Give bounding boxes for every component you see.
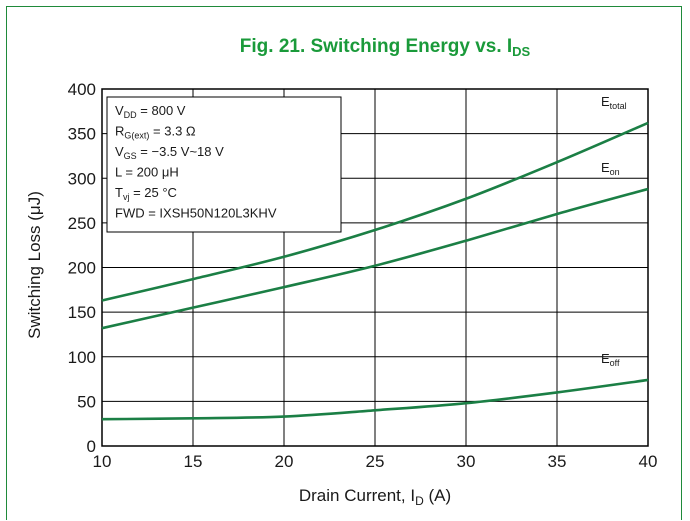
- series-label-off: Eoff: [601, 351, 620, 368]
- x-tick-label: 25: [366, 452, 385, 471]
- series-label-on: Eon: [601, 160, 620, 177]
- y-axis-label: Switching Loss (μJ): [25, 191, 44, 339]
- chart-title: Fig. 21. Switching Energy vs. IDS: [240, 36, 531, 59]
- x-tick-label: 10: [93, 452, 112, 471]
- y-tick-label: 100: [68, 348, 96, 367]
- condition-line: FWD = IXSH50N120L3KHV: [115, 206, 277, 221]
- y-tick-label: 0: [87, 437, 96, 456]
- x-axis-label: Drain Current, ID (A): [299, 486, 451, 508]
- y-tick-label: 150: [68, 303, 96, 322]
- condition-line: Tvj = 25 °C: [115, 185, 177, 202]
- series-label-total: Etotal: [601, 94, 627, 111]
- y-tick-label: 300: [68, 169, 96, 188]
- x-tick-label: 15: [184, 452, 203, 471]
- condition-line: RG(ext) = 3.3 Ω: [115, 124, 196, 141]
- series-line-on: [101, 187, 649, 330]
- curves: [101, 121, 649, 421]
- condition-line: VDD = 800 V: [115, 103, 186, 120]
- x-tick-label: 30: [457, 452, 476, 471]
- x-tick-label: 40: [639, 452, 658, 471]
- figure-frame: [6, 6, 682, 520]
- conditions-box: VDD = 800 V RG(ext) = 3.3 Ω VGS = −3.5 V~1…: [106, 96, 342, 233]
- grid: [101, 88, 649, 447]
- condition-line: L = 200 μH: [115, 165, 179, 180]
- series-line-total: [101, 121, 649, 302]
- x-tick-label: 20: [275, 452, 294, 471]
- y-tick-label: 250: [68, 214, 96, 233]
- y-tick-label: 400: [68, 80, 96, 99]
- plot-border: [101, 88, 649, 447]
- series-line-off: [101, 378, 649, 421]
- series-labels: Etotal Eon Eoff: [601, 94, 627, 368]
- y-tick-label: 50: [77, 392, 96, 411]
- y-tick-label: 350: [68, 125, 96, 144]
- condition-line: VGS = −3.5 V~18 V: [115, 144, 224, 161]
- x-tick-label: 35: [548, 452, 567, 471]
- y-tick-label: 200: [68, 259, 96, 278]
